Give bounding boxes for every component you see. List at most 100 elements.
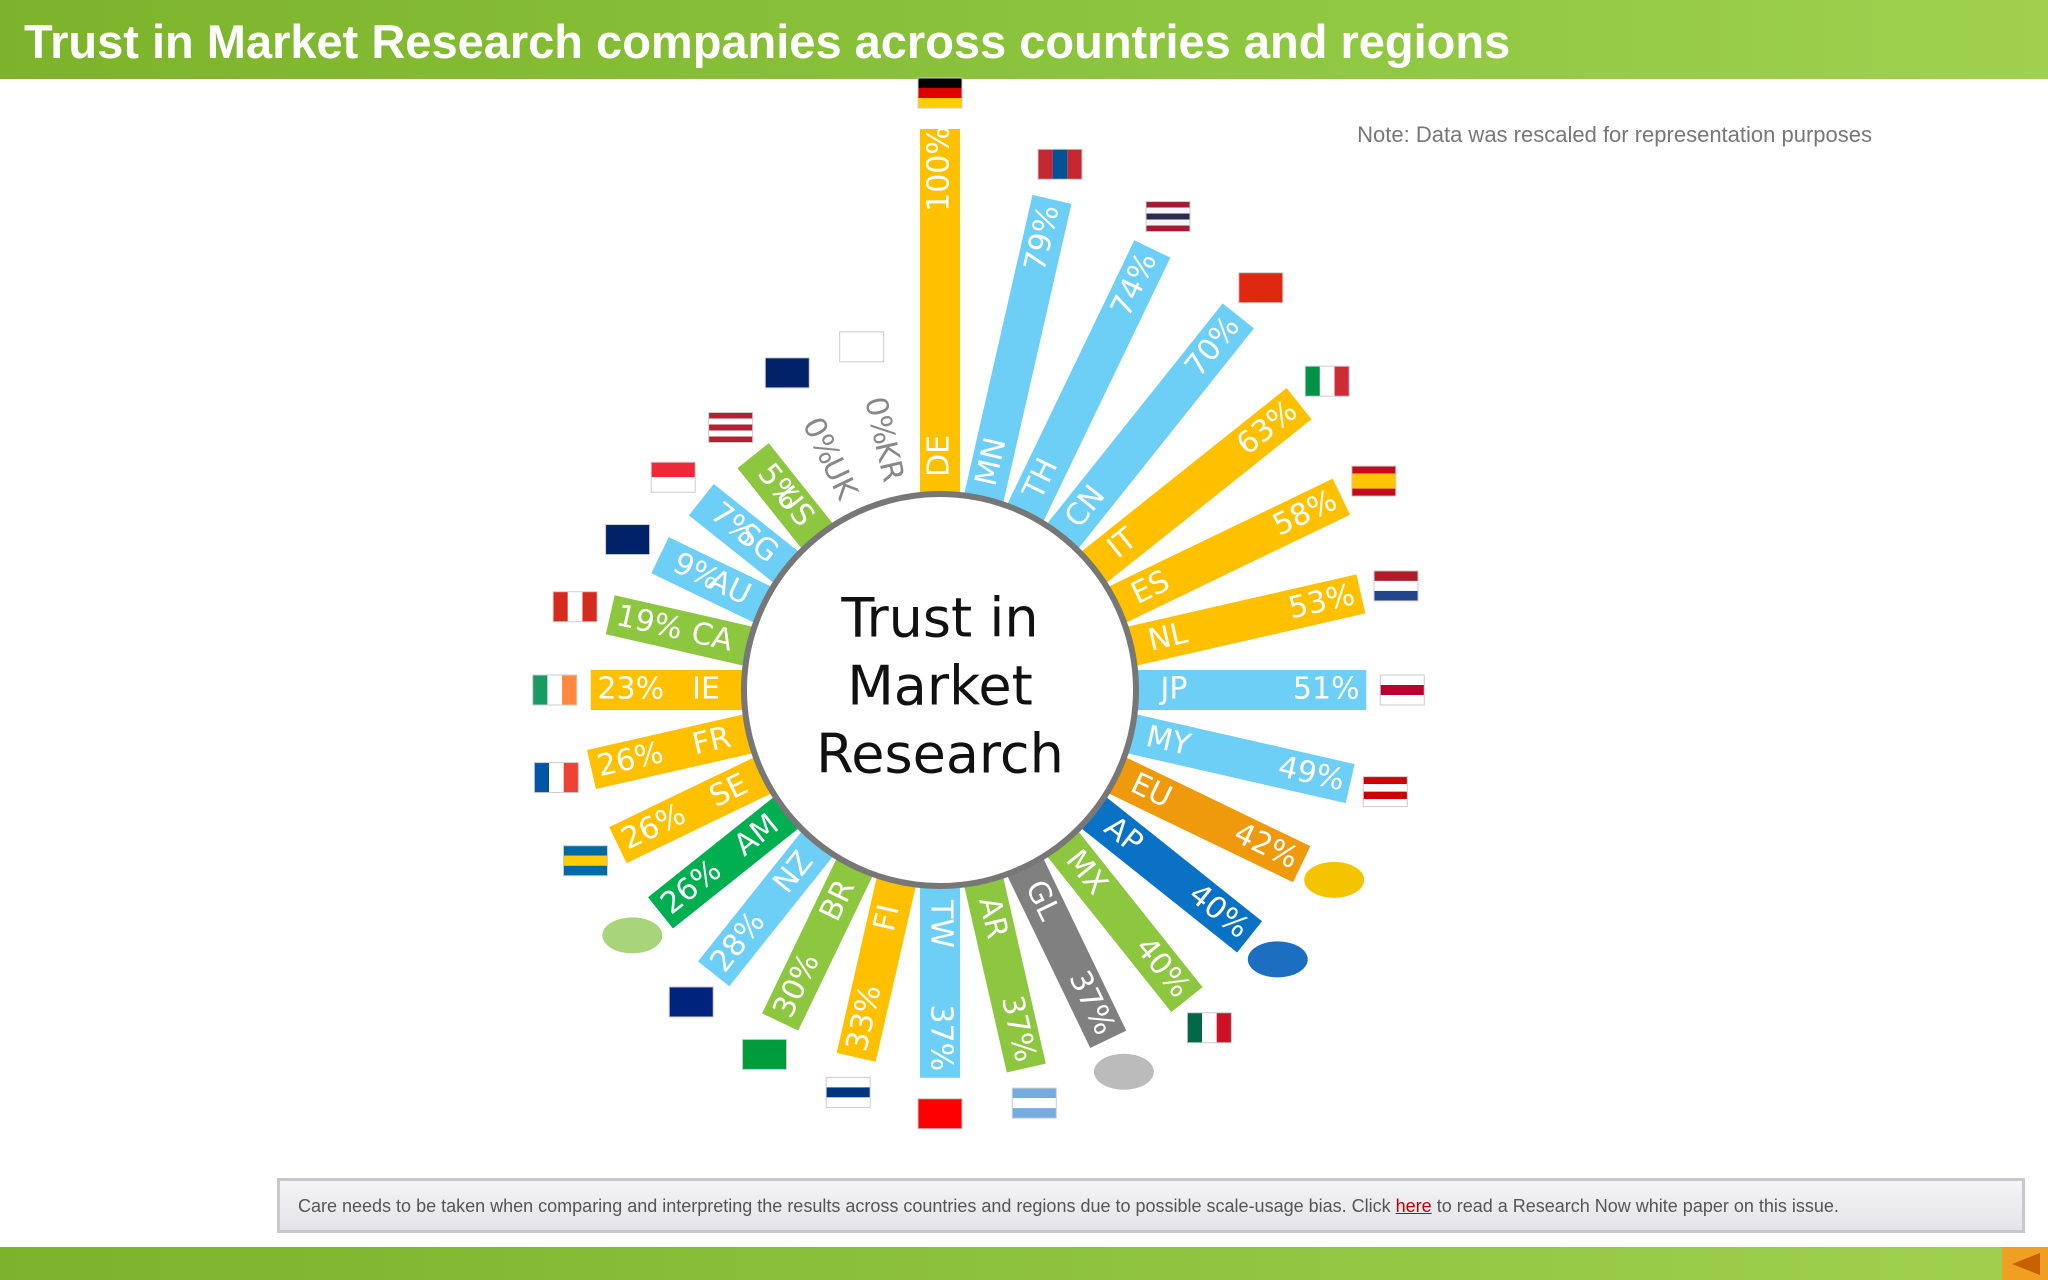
bar (651, 537, 773, 623)
flag-border (1145, 201, 1191, 233)
flag-border (1351, 465, 1397, 497)
flag-icon (1238, 272, 1284, 304)
bar (1007, 240, 1171, 523)
flag-icon (650, 461, 696, 493)
flag-stripe (1187, 1012, 1203, 1043)
bar (920, 886, 960, 1078)
bar (1107, 757, 1311, 883)
flag-border (562, 845, 608, 877)
page-title: Trust in Market Research companies acros… (24, 15, 1511, 68)
flag-stripe (563, 855, 608, 866)
flag-icon (708, 412, 754, 444)
flag-stripe (1146, 213, 1191, 220)
value-label: 37% (924, 1004, 959, 1071)
center-label: Market (847, 655, 1033, 718)
value-label: 0% (857, 394, 902, 448)
flag-icon (562, 845, 608, 877)
flag-stripe (1067, 149, 1082, 180)
flag-stripe (1374, 580, 1419, 591)
flag-border (1238, 272, 1284, 304)
flag-stripe (1380, 695, 1425, 705)
flag-icon (533, 762, 579, 794)
value-label: 79% (1018, 202, 1067, 275)
bar (609, 757, 773, 864)
flag-stripe (1351, 466, 1396, 474)
region-icon (1093, 1053, 1154, 1090)
flag-border (839, 331, 885, 363)
category-label: TW (924, 899, 959, 948)
flag-stripe (563, 865, 608, 876)
flag-stripe (651, 462, 696, 478)
back-icon (2012, 1253, 2040, 1275)
flag-stripe (1380, 675, 1425, 685)
flag-icon (1145, 201, 1191, 233)
bar (590, 670, 744, 710)
header-bar (0, 0, 2048, 79)
flag-stripe (651, 477, 696, 493)
flag-stripe (742, 1039, 787, 1070)
flag-stripe (1146, 219, 1191, 226)
value-label: 100% (922, 126, 957, 212)
bar (698, 830, 834, 987)
footer-note: Care needs to be taken when comparing an… (277, 1178, 2025, 1233)
flag-stripe (1380, 685, 1425, 695)
footer-link[interactable]: here (1395, 1196, 1432, 1216)
flag-stripe (1363, 799, 1408, 807)
flag-stripe (918, 78, 962, 88)
value-label: 19% (613, 598, 686, 647)
flag-icon (839, 331, 885, 363)
note: Note: Data was rescaled for representati… (1357, 122, 1872, 147)
flag-stripe (918, 98, 962, 108)
bar (737, 443, 834, 550)
bar (587, 714, 754, 790)
flag-stripe (1351, 488, 1396, 497)
flag-stripe (1202, 1012, 1217, 1043)
flag-stripe (1351, 473, 1396, 482)
flag-stripe (567, 591, 583, 622)
flag-icon (741, 1038, 787, 1070)
flag-stripe (582, 591, 598, 622)
flag-icon (1186, 1012, 1232, 1044)
flag-icon (1304, 365, 1350, 397)
flag-stripe (765, 357, 810, 388)
flag-stripe (1052, 149, 1068, 180)
flag-stripe (826, 1097, 871, 1108)
region-icon (1304, 861, 1365, 898)
flag-stripe (1146, 201, 1191, 208)
flag-border (1186, 1012, 1232, 1044)
flag-border (552, 591, 598, 623)
flag-border (533, 762, 579, 794)
flag-stripe (708, 430, 753, 437)
flag-stripe (547, 675, 563, 705)
bar (648, 796, 800, 929)
value-label: 49% (1275, 749, 1348, 798)
flag-stripe (1037, 149, 1053, 180)
bar (762, 857, 873, 1031)
center-circle (741, 491, 1139, 889)
flag-stripe (826, 1077, 871, 1088)
category-label: DE (922, 435, 957, 477)
value-label: 26% (594, 735, 667, 784)
footer-text: Care needs to be taken when comparing an… (298, 1196, 1391, 1216)
flag-stripe (1334, 366, 1350, 397)
flag-icon (1037, 148, 1083, 180)
flag-icon (825, 1076, 871, 1108)
flag-stripe (1238, 272, 1283, 303)
bar (1080, 388, 1312, 584)
flag-stripe (563, 845, 608, 856)
flag-border (764, 357, 810, 389)
flag-icon (764, 357, 810, 389)
flag-icon (532, 674, 578, 706)
bar (1126, 714, 1355, 804)
footer-text: to read a Research Now white paper on th… (1436, 1196, 1839, 1216)
arrow (2012, 1253, 2040, 1275)
flag-stripe (1351, 481, 1396, 489)
flag-border (1373, 570, 1419, 602)
flag-border (825, 1076, 871, 1108)
flag-stripe (918, 1098, 962, 1129)
flag-stripe (826, 1087, 871, 1098)
bar (1007, 857, 1127, 1049)
back-button[interactable] (2002, 1247, 2048, 1280)
bar (836, 876, 916, 1062)
